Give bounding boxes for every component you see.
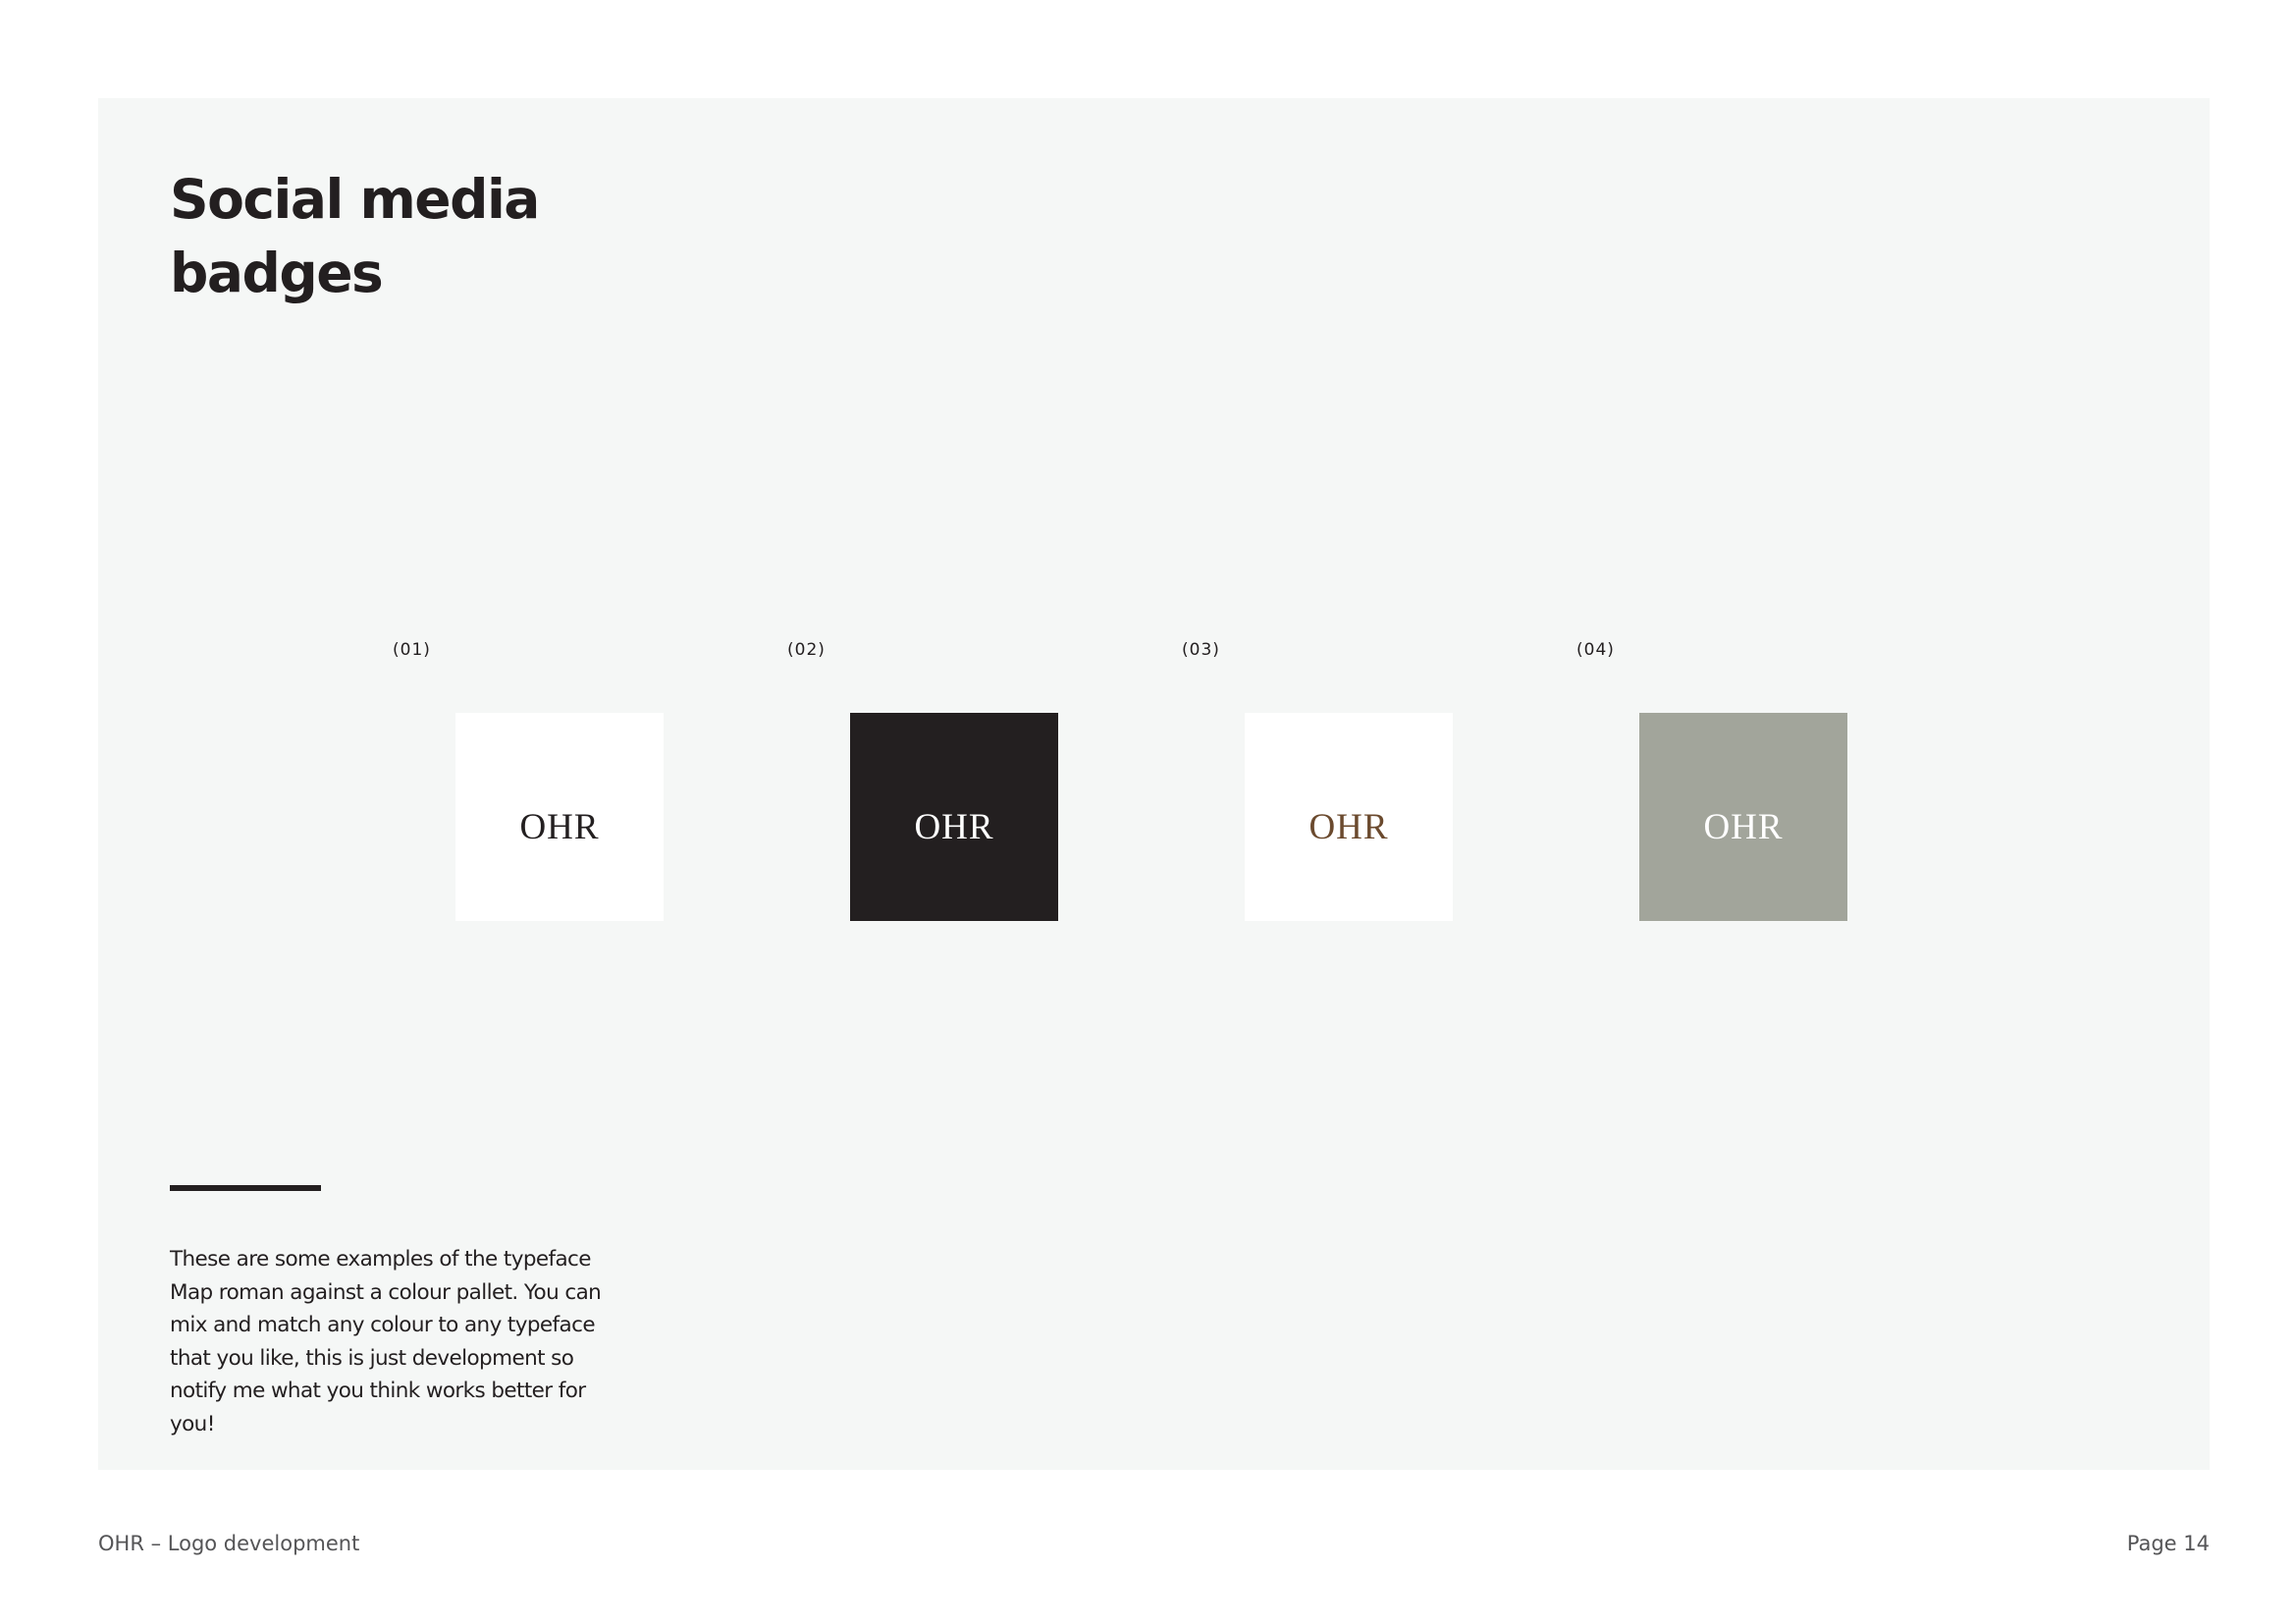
divider-rule <box>170 1185 321 1191</box>
badge-04: OHR <box>1639 713 1847 921</box>
badge-logo-text-04: OHR <box>1703 806 1784 847</box>
content-panel <box>98 98 2210 1470</box>
description-text: These are some examples of the typeface … <box>170 1247 602 1436</box>
badge-logo-text-01: OHR <box>519 806 600 847</box>
badge-label-03: (03) <box>1182 640 1220 660</box>
badge-02: OHR <box>850 713 1058 921</box>
badge-label-02: (02) <box>787 640 826 660</box>
badge-logo-text-03: OHR <box>1308 806 1389 847</box>
badge-label-04: (04) <box>1576 640 1615 660</box>
page-title: Social media badges <box>170 168 540 304</box>
footer-page-number: Page 14 <box>2126 1532 2210 1555</box>
badge-logo-text-02: OHR <box>914 806 994 847</box>
badge-03: OHR <box>1245 713 1453 921</box>
footer-document-title: OHR – Logo development <box>98 1532 360 1555</box>
badge-label-01: (01) <box>393 640 431 660</box>
badge-01: OHR <box>455 713 664 921</box>
